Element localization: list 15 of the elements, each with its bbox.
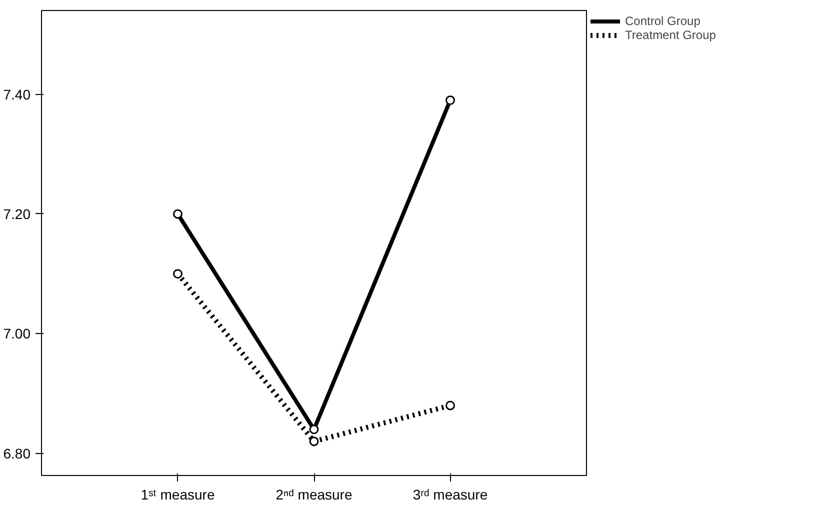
point	[309, 436, 319, 446]
x-tick-label: 1ˢᵗ measure	[140, 486, 215, 502]
y-tick-label: 7.40	[3, 86, 31, 102]
point	[446, 96, 455, 106]
point	[446, 400, 455, 410]
x-tick-label: 2ⁿᵈ measure	[276, 486, 352, 502]
y-tick-label: 7.20	[3, 206, 31, 222]
point	[173, 269, 182, 279]
legend-label: Treatment Group	[625, 28, 716, 42]
legend-label: Control Group	[625, 14, 700, 28]
point	[173, 209, 182, 219]
point	[309, 424, 319, 434]
y-tick-label: 7.00	[3, 326, 31, 342]
x-tick-label: 3ʳᵈ measure	[412, 486, 488, 502]
y-tick-label: 6.80	[3, 445, 31, 462]
